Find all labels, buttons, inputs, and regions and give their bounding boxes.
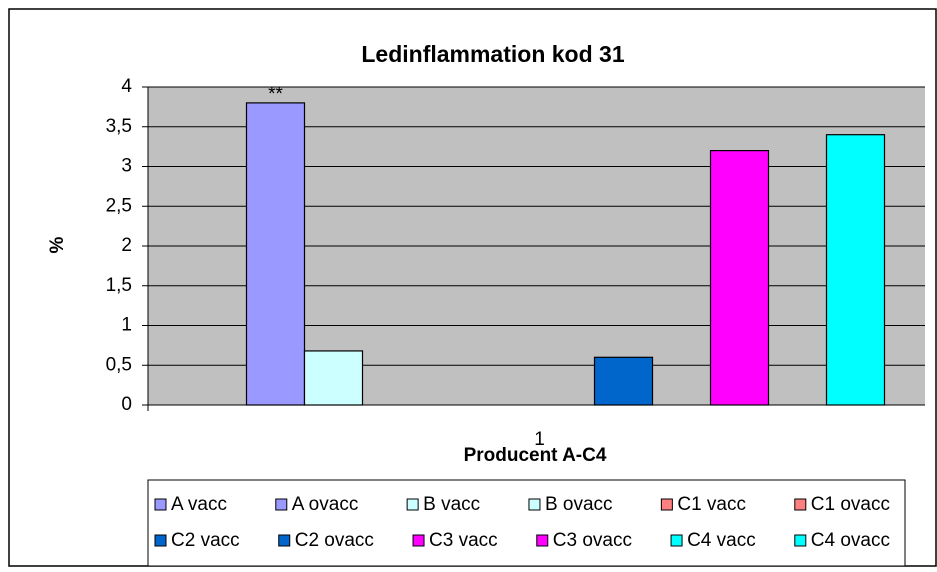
legend-swatch: [528, 498, 541, 511]
bar: [709, 150, 770, 406]
legend-swatch: [278, 534, 291, 547]
legend-label: B vacc: [423, 494, 480, 515]
bar: [245, 102, 306, 406]
bar: [303, 350, 364, 406]
y-tick-label: 1: [121, 315, 132, 336]
y-tick-label: 3: [121, 156, 132, 177]
legend-swatch: [670, 534, 683, 547]
legend-box: [147, 479, 906, 567]
legend-swatch: [154, 498, 167, 511]
x-tick-label: 1: [534, 429, 545, 450]
legend-swatch: [794, 534, 807, 547]
y-axis-title: %: [47, 236, 68, 253]
y-tick-label: 0: [121, 394, 132, 415]
legend-swatch: [406, 498, 419, 511]
legend-label: A ovacc: [292, 494, 359, 515]
y-tick-label: 2,5: [106, 195, 132, 216]
legend-swatch: [154, 534, 167, 547]
legend-label: B ovacc: [545, 494, 613, 515]
annotation: **: [268, 84, 283, 105]
legend-label: C2 vacc: [171, 530, 240, 551]
chart-title: Ledinflammation kod 31: [361, 41, 624, 67]
legend-label: C3 vacc: [429, 530, 498, 551]
legend-swatch: [660, 498, 673, 511]
legend-label: C1 ovacc: [811, 494, 890, 515]
legend-label: C2 ovacc: [295, 530, 374, 551]
y-tick-label: 4: [121, 76, 132, 97]
y-tick-label: 3,5: [106, 116, 132, 137]
legend-swatch: [794, 498, 807, 511]
x-axis-title: Producent A-C4: [464, 445, 607, 466]
y-tick-label: 0,5: [106, 354, 132, 375]
bar: [825, 134, 886, 406]
bar: [593, 356, 654, 406]
legend-label: C4 vacc: [687, 530, 756, 551]
y-tick-label: 1,5: [106, 275, 132, 296]
legend-swatch: [275, 498, 288, 511]
legend-swatch: [536, 534, 549, 547]
legend-label: A vacc: [171, 494, 227, 515]
legend-swatch: [412, 534, 425, 547]
y-tick-label: 2: [121, 235, 132, 256]
legend-label: C3 ovacc: [553, 530, 632, 551]
legend-label: C1 vacc: [677, 494, 746, 515]
legend-label: C4 ovacc: [811, 530, 890, 551]
